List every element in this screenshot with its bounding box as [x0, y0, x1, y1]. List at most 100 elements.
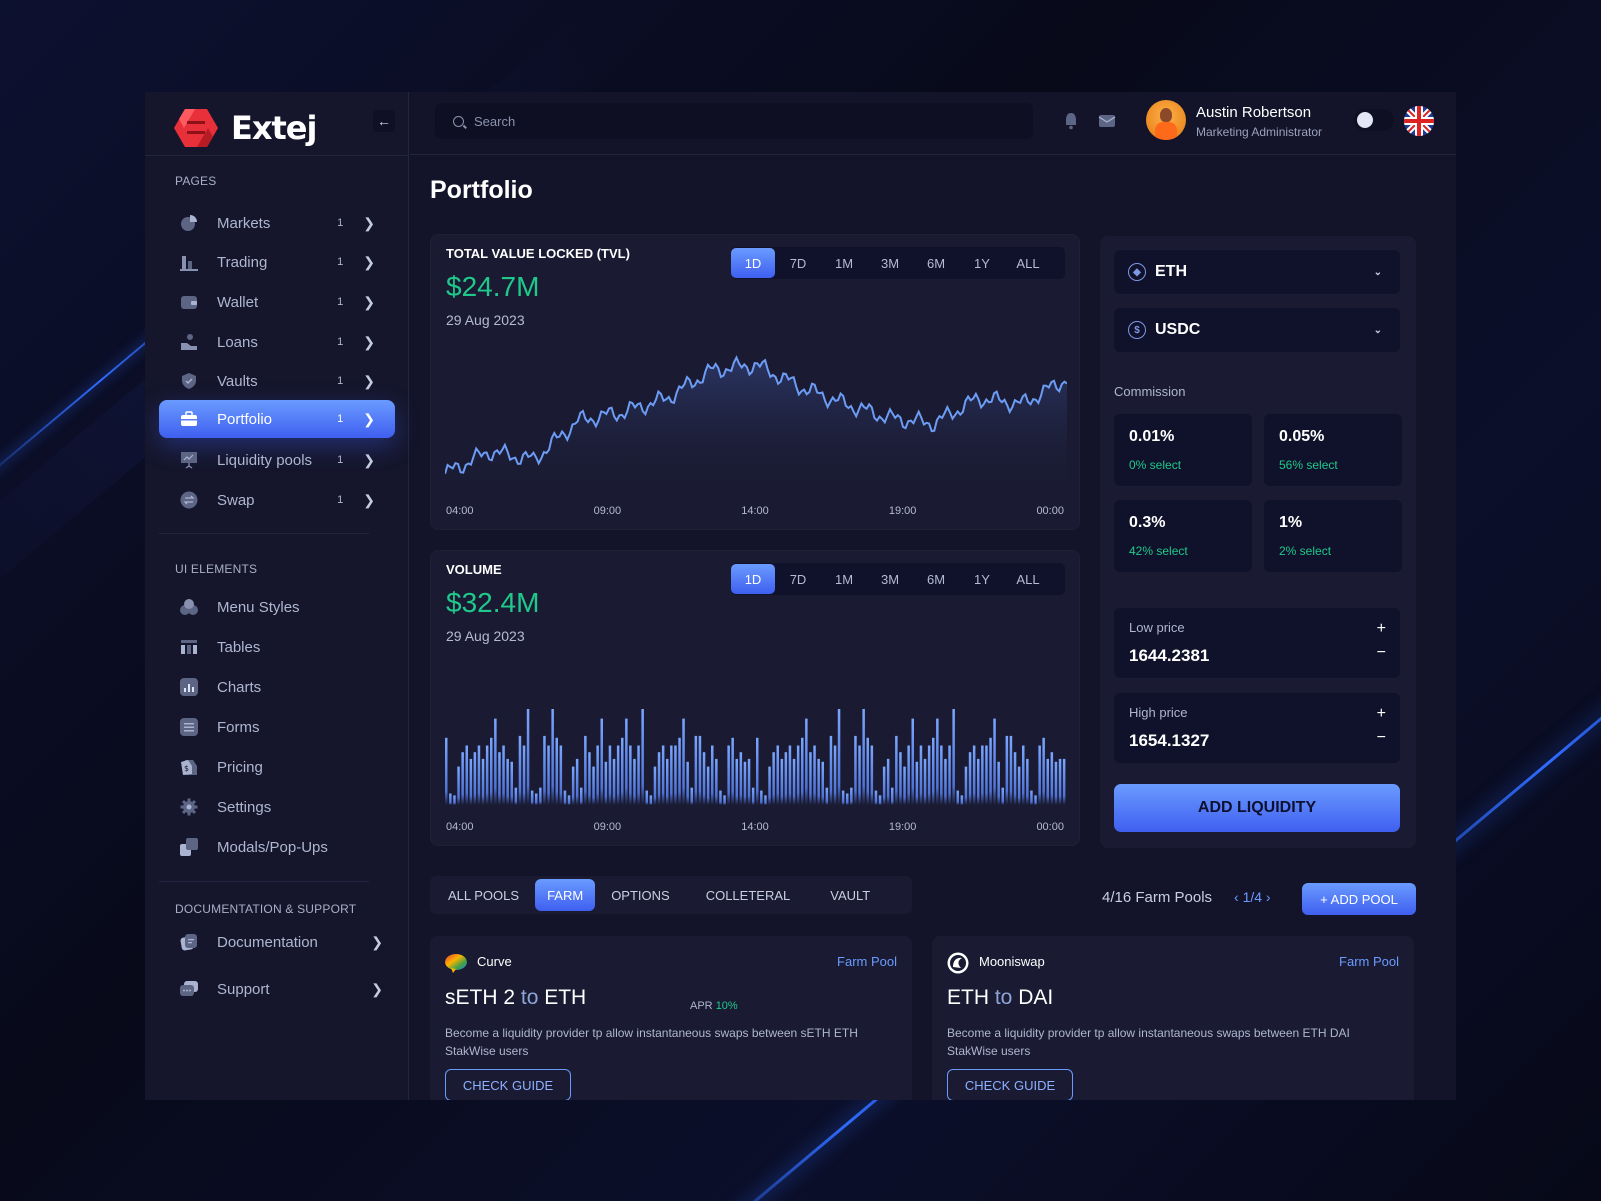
divider [159, 533, 369, 534]
volume-x-axis: 04:00 09:00 14:00 19:00 00:00 [446, 821, 1064, 833]
section-title-pages: PAGES [175, 174, 217, 188]
mooniswap-logo-icon [947, 952, 969, 974]
minus-icon[interactable]: − [1376, 644, 1386, 661]
tab-colleteral[interactable]: COLLETERAL [705, 887, 791, 903]
sidebar-item-wallet[interactable]: Wallet 1 ❯ [159, 283, 395, 321]
range-all[interactable]: ALL [1016, 255, 1040, 271]
theme-toggle[interactable] [1354, 109, 1394, 131]
uk-flag-icon[interactable] [1404, 106, 1434, 136]
pool-type-link[interactable]: Farm Pool [1339, 954, 1399, 969]
range-1y[interactable]: 1Y [974, 255, 990, 271]
check-guide-button[interactable]: CHECK GUIDE [445, 1069, 571, 1100]
chevron-right-icon: ❯ [363, 293, 375, 310]
tvl-value: $24.7M [446, 271, 540, 302]
range-3m[interactable]: 3M [880, 571, 900, 587]
sidebar-item-menu-styles[interactable]: Menu Styles [159, 588, 395, 626]
pool-title: sETH 2 to ETH [445, 986, 587, 1009]
document-icon [179, 932, 199, 952]
logo-icon [174, 109, 218, 147]
chevron-left-icon[interactable]: ‹ [1234, 889, 1239, 905]
minus-icon[interactable]: − [1376, 729, 1386, 746]
range-1d[interactable]: 1D [731, 564, 775, 594]
sidebar-item-liquidity-pools[interactable]: Liquidity pools 1 ❯ [159, 441, 395, 479]
page-title: Portfolio [430, 176, 533, 204]
sidebar-item-charts[interactable]: Charts [159, 668, 395, 706]
moon-icon [1357, 112, 1373, 128]
range-6m[interactable]: 6M [926, 571, 946, 587]
add-pool-button[interactable]: + ADD POOL [1302, 883, 1416, 915]
sidebar-item-pricing[interactable]: $ Pricing [159, 748, 395, 786]
high-price-stepper[interactable]: High price 1654.1327 + − [1114, 693, 1400, 763]
token-a-select[interactable]: ◆ ETH ⌄ [1114, 250, 1400, 294]
chevron-right-icon: ❯ [363, 214, 375, 231]
tab-options[interactable]: OPTIONS [611, 887, 670, 903]
check-guide-button[interactable]: CHECK GUIDE [947, 1069, 1073, 1100]
user-role: Marketing Administrator [1196, 125, 1323, 139]
shield-check-icon [179, 371, 199, 391]
tab-farm[interactable]: FARM [535, 879, 596, 911]
sidebar-item-swap[interactable]: Swap 1 ❯ [159, 481, 395, 519]
chevron-right-icon: ❯ [363, 253, 375, 270]
plus-icon[interactable]: + [1376, 705, 1386, 722]
volume-title: VOLUME [446, 562, 502, 577]
chevron-down-icon: ⌄ [1373, 266, 1382, 278]
apr-badge: APR 10% [690, 1000, 738, 1012]
pool-type-link[interactable]: Farm Pool [837, 954, 897, 969]
sidebar-item-forms[interactable]: Forms [159, 708, 395, 746]
chat-icon [179, 979, 199, 999]
chevron-right-icon: ❯ [363, 410, 375, 427]
commission-option[interactable]: 0.05% 56% select [1264, 414, 1402, 486]
brand-logo[interactable]: Extej [173, 104, 317, 152]
range-7d[interactable]: 7D [789, 571, 807, 587]
range-1y[interactable]: 1Y [974, 571, 990, 587]
sidebar-item-portfolio[interactable]: Portfolio 1 ❯ [159, 400, 395, 438]
tvl-area-chart [445, 355, 1067, 495]
sidebar-item-loans[interactable]: Loans 1 ❯ [159, 323, 395, 361]
range-7d[interactable]: 7D [789, 255, 807, 271]
chevron-right-icon: ❯ [363, 491, 375, 508]
pool-count: 4/16 Farm Pools [1102, 889, 1213, 906]
range-6m[interactable]: 6M [926, 255, 946, 271]
sidebar-item-tables[interactable]: Tables [159, 628, 395, 666]
range-all[interactable]: ALL [1016, 571, 1040, 587]
tab-vault[interactable]: VAULT [830, 887, 871, 903]
search-input[interactable]: Search [435, 103, 1033, 139]
bell-icon[interactable] [1062, 112, 1080, 130]
app-window: Extej ← PAGES Markets 1 ❯ Trading 1 ❯ Wa… [145, 92, 1456, 1100]
brand-name: Extej [231, 109, 317, 147]
tab-all-pools[interactable]: ALL POOLS [448, 887, 520, 903]
chevron-right-icon: ❯ [371, 980, 383, 997]
range-1d[interactable]: 1D [731, 248, 775, 278]
commission-option[interactable]: 1% 2% select [1264, 500, 1402, 572]
presentation-chart-icon [179, 450, 199, 470]
pagination: ‹ 1/4 › [1234, 889, 1271, 905]
range-3m[interactable]: 3M [880, 255, 900, 271]
low-price-stepper[interactable]: Low price 1644.2381 + − [1114, 608, 1400, 678]
commission-option[interactable]: 0.3% 42% select [1114, 500, 1252, 572]
pool-title: ETH to DAI [947, 986, 1054, 1009]
plus-icon[interactable]: + [1376, 620, 1386, 637]
circles-icon [179, 597, 199, 617]
main-content: Portfolio TOTAL VALUE LOCKED (TVL) $24.7… [410, 156, 1456, 1100]
sidebar-item-support[interactable]: Support ❯ [159, 970, 395, 1008]
collapse-sidebar-button[interactable]: ← [373, 110, 395, 132]
token-b-select[interactable]: $ USDC ⌄ [1114, 308, 1400, 352]
range-1m[interactable]: 1M [834, 255, 854, 271]
range-1m[interactable]: 1M [834, 571, 854, 587]
sidebar-item-documentation[interactable]: Documentation ❯ [159, 923, 395, 961]
sidebar-item-settings[interactable]: Settings [159, 788, 395, 826]
sidebar-item-modals[interactable]: Modals/Pop-Ups [159, 828, 395, 866]
chevron-right-icon[interactable]: › [1265, 889, 1271, 905]
tvl-x-axis: 04:00 09:00 14:00 19:00 00:00 [446, 505, 1064, 517]
sidebar-item-markets[interactable]: Markets 1 ❯ [159, 204, 395, 242]
mail-icon[interactable] [1098, 112, 1116, 130]
hand-coins-icon [179, 332, 199, 352]
avatar[interactable] [1146, 100, 1186, 140]
volume-date: 29 Aug 2023 [446, 628, 525, 644]
sidebar-item-vaults[interactable]: Vaults 1 ❯ [159, 362, 395, 400]
divider [159, 881, 369, 882]
commission-option[interactable]: 0.01% 0% select [1114, 414, 1252, 486]
add-liquidity-button[interactable]: ADD LIQUIDITY [1114, 784, 1400, 832]
sidebar-item-trading[interactable]: Trading 1 ❯ [159, 243, 395, 281]
volume-card: VOLUME $32.4M 29 Aug 2023 1D 7D 1M 3M 6M… [430, 550, 1080, 846]
